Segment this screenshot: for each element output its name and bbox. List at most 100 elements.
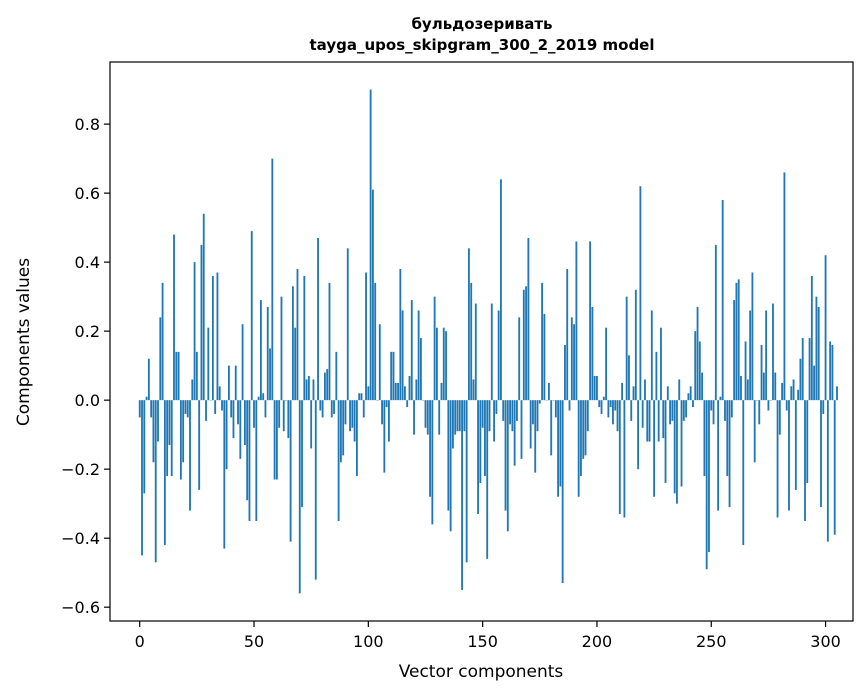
bar-component-209: [617, 400, 619, 431]
bar-component-289: [800, 359, 802, 400]
bar-component-87: [338, 400, 340, 521]
bar-component-63: [283, 400, 285, 431]
bar-component-290: [802, 338, 804, 400]
bar-component-51: [255, 400, 257, 521]
bar-component-245: [699, 342, 701, 401]
bar-component-203: [603, 397, 605, 400]
bar-component-208: [614, 400, 616, 410]
bar-component-77: [315, 400, 317, 579]
bar-component-259: [731, 400, 733, 417]
bar-component-264: [742, 400, 744, 545]
bar-component-123: [420, 338, 422, 400]
bar-component-95: [356, 400, 358, 476]
bar-component-48: [249, 400, 251, 521]
bar-component-92: [349, 400, 351, 431]
bar-component-70: [299, 400, 301, 593]
bar-component-246: [701, 373, 703, 401]
bar-component-93: [351, 400, 353, 428]
bar-component-36: [221, 400, 223, 410]
bar-component-248: [706, 400, 708, 569]
bar-component-133: [443, 328, 445, 400]
bar-component-278: [774, 373, 776, 401]
bar-component-97: [361, 393, 363, 400]
bar-component-38: [226, 400, 228, 469]
bar-component-272: [761, 345, 763, 400]
bar-component-39: [228, 366, 230, 401]
bar-component-116: [404, 386, 406, 400]
bar-component-292: [806, 400, 808, 483]
bar-component-82: [326, 369, 328, 400]
bar-component-79: [319, 400, 321, 410]
bar-component-235: [676, 400, 678, 504]
bar-component-30: [207, 328, 209, 400]
bar-component-60: [276, 400, 278, 479]
y-tick-label: 0.8: [75, 115, 100, 134]
bar-component-297: [818, 307, 820, 400]
bar-component-283: [786, 400, 788, 410]
bar-component-107: [383, 400, 385, 472]
bar-component-136: [450, 400, 452, 531]
bar-component-89: [342, 400, 344, 455]
bar-component-266: [747, 379, 749, 400]
bar-component-143: [466, 400, 468, 562]
bar-component-69: [297, 269, 299, 400]
bar-component-258: [729, 400, 731, 507]
bar-component-166: [518, 317, 520, 400]
bar-component-34: [217, 272, 219, 400]
bar-component-76: [313, 379, 315, 400]
bar-component-228: [660, 328, 662, 400]
bar-component-170: [527, 238, 529, 400]
bar-component-271: [758, 400, 760, 424]
bar-component-220: [642, 400, 644, 428]
bar-component-99: [365, 272, 367, 400]
bar-component-191: [575, 241, 577, 400]
bar-component-19: [182, 400, 184, 462]
bar-component-3: [146, 397, 148, 400]
bar-component-251: [713, 400, 715, 424]
bar-component-171: [530, 400, 532, 448]
bar-component-35: [219, 386, 221, 400]
chart-title: бульдозеривать: [411, 15, 552, 33]
bar-component-113: [397, 383, 399, 400]
bar-component-32: [212, 276, 214, 400]
bar-component-105: [379, 324, 381, 400]
bar-component-284: [788, 400, 790, 510]
bar-component-27: [201, 245, 203, 400]
bar-component-91: [347, 248, 349, 400]
bar-component-33: [214, 400, 216, 414]
y-tick-label: 0.4: [75, 253, 100, 272]
bar-component-302: [829, 342, 831, 401]
y-tick-label: −0.2: [61, 460, 100, 479]
bar-component-108: [386, 400, 388, 407]
bar-component-120: [413, 400, 415, 435]
bar-component-249: [708, 400, 710, 552]
bar-component-224: [651, 310, 653, 400]
bar-component-255: [722, 200, 724, 400]
bar-component-194: [582, 400, 584, 459]
bar-component-12: [166, 400, 168, 476]
bar-component-188: [569, 400, 571, 410]
bar-component-252: [715, 245, 717, 400]
bar-component-4: [148, 359, 150, 400]
bar-component-155: [493, 400, 495, 441]
bar-component-243: [694, 331, 696, 400]
bar-component-96: [358, 393, 360, 400]
bar-component-183: [557, 400, 559, 497]
bar-component-14: [171, 400, 173, 476]
bar-component-139: [457, 400, 459, 431]
bar-component-21: [187, 400, 189, 417]
bar-component-242: [692, 400, 694, 407]
bar-component-216: [633, 386, 635, 400]
bar-component-232: [669, 400, 671, 424]
bar-component-274: [765, 310, 767, 400]
y-axis-label: Components values: [14, 258, 34, 426]
bar-component-286: [793, 379, 795, 400]
bar-component-202: [601, 400, 603, 414]
bar-component-263: [740, 376, 742, 400]
bar-component-52: [258, 397, 260, 400]
bar-component-265: [745, 342, 747, 401]
bar-component-137: [452, 400, 454, 448]
bar-component-72: [303, 276, 305, 400]
bar-component-233: [671, 400, 673, 421]
